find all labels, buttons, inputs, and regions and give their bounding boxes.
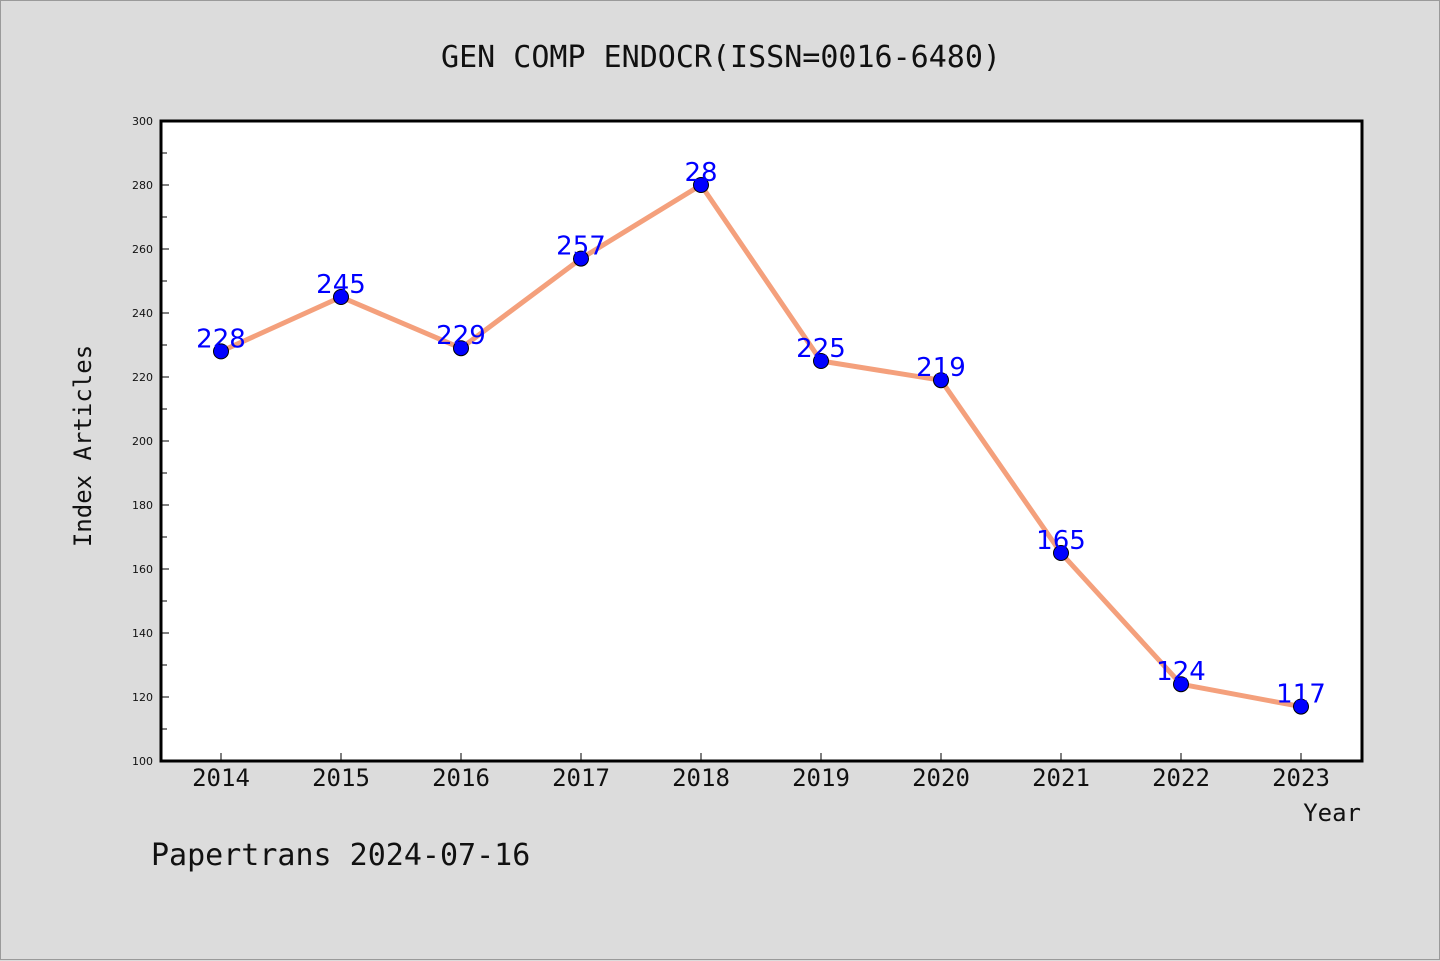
x-tick-label: 2016 xyxy=(432,764,490,792)
y-axis-label: Index Articles xyxy=(69,345,97,547)
data-labels-group: 228 245 229 257 28 225 219 165 124 117 xyxy=(196,158,1326,710)
y-axis-ticks: 100 120 140 160 180 200 220 240 260 280 300 xyxy=(132,115,169,768)
footer-credit: Papertrans 2024-07-16 xyxy=(151,838,530,873)
y-tick-label: 200 xyxy=(132,435,153,448)
data-label: 124 xyxy=(1156,657,1206,687)
data-point xyxy=(693,177,709,193)
x-axis-label: Year xyxy=(1303,799,1361,827)
y-tick-label: 140 xyxy=(132,627,153,640)
data-label: 225 xyxy=(796,334,846,364)
y-tick-label: 220 xyxy=(132,371,153,384)
data-point xyxy=(1053,545,1069,561)
data-point xyxy=(933,372,949,389)
data-point xyxy=(573,250,589,267)
chart-title: GEN COMP ENDOCR(ISSN=0016-6480) xyxy=(441,40,1001,75)
data-label: 257 xyxy=(556,232,606,262)
data-point xyxy=(213,343,229,360)
x-tick-label: 2021 xyxy=(1032,764,1090,792)
x-axis-ticks: 2014 2015 2016 2017 2018 2019 2020 2021 2022 2023 xyxy=(192,753,1330,792)
x-tick-label: 2018 xyxy=(672,764,730,792)
y-tick-label: 300 xyxy=(132,115,153,128)
x-tick-label: 2017 xyxy=(552,764,610,792)
data-point xyxy=(453,340,469,357)
data-label: 245 xyxy=(316,270,366,300)
y-tick-label: 100 xyxy=(132,755,153,768)
y-tick-label: 240 xyxy=(132,307,153,320)
y-tick-label: 180 xyxy=(132,499,153,512)
data-point xyxy=(1293,698,1309,715)
data-label: 228 xyxy=(196,324,246,354)
data-label: 229 xyxy=(436,321,486,351)
data-point xyxy=(333,289,349,305)
series-line xyxy=(218,182,1304,710)
x-tick-label: 2014 xyxy=(192,764,250,792)
x-tick-label: 2022 xyxy=(1152,764,1210,792)
y-tick-label: 160 xyxy=(132,563,153,576)
x-tick-label: 2020 xyxy=(912,764,970,792)
y-tick-label: 260 xyxy=(132,243,153,256)
y-tick-label: 120 xyxy=(132,691,153,704)
data-label: 219 xyxy=(916,353,966,383)
series-line-group xyxy=(218,182,1304,710)
data-label: 28 xyxy=(684,158,717,188)
x-tick-label: 2023 xyxy=(1272,764,1330,792)
data-label: 117 xyxy=(1276,680,1326,710)
data-point xyxy=(813,353,829,369)
plot-area xyxy=(159,119,1364,763)
data-point xyxy=(1173,676,1189,693)
data-label: 165 xyxy=(1036,526,1086,556)
x-tick-label: 2019 xyxy=(792,764,850,792)
y-tick-label: 280 xyxy=(132,179,153,192)
x-tick-label: 2015 xyxy=(312,764,370,792)
series-points-group xyxy=(213,177,1309,715)
